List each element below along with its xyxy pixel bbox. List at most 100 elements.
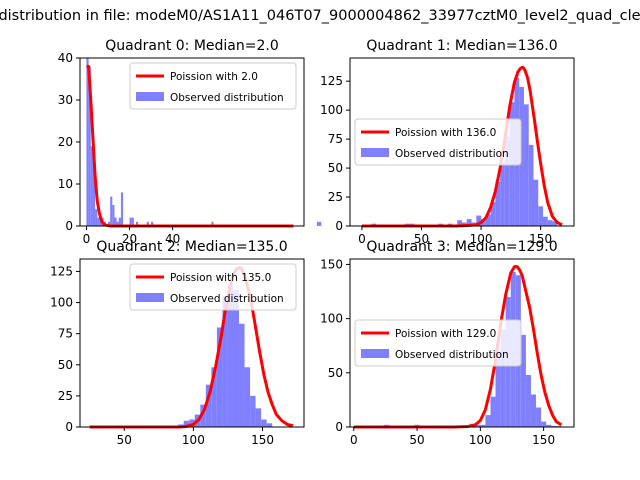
histogram-bar [244,367,251,427]
histogram-bar [543,216,548,226]
histogram-bar [266,423,273,427]
x-tick-label: 0 [350,433,358,447]
histogram-bar [480,424,486,427]
histogram-bar [120,192,124,226]
x-tick-label: 100 [182,433,205,447]
legend-box [129,263,297,311]
y-tick-label: 100 [50,296,73,310]
x-tick-label: 100 [470,232,493,246]
x-tick-label: 40 [165,232,180,246]
histogram-bar [495,351,501,427]
histogram-bar [183,420,190,427]
legend-fit-label: Poission with 136.0 [395,127,496,139]
panel-title: Quadrant 1: Median=136.0 [366,38,557,54]
histogram-bar [227,283,234,427]
histogram-bar [146,221,149,226]
x-tick-label: 150 [532,433,555,447]
histogram-bar [520,334,526,427]
legend-hist-swatch [136,92,164,101]
panel-quadrant-1: Quadrant 1: Median=136.0 0 50 100 150 0 25 50 7… [320,38,575,246]
legend: Poission with 129.0 Observed distribution [354,319,522,367]
histogram-bar [233,290,240,427]
legend-fit-label: Poission with 129.0 [395,328,496,340]
legend-hist-label: Observed distribution [395,148,509,160]
y-tick-label: 50 [328,161,343,175]
histogram-bar [536,407,542,427]
y-tick-label: 75 [58,327,73,341]
histogram-bar [222,296,228,427]
histogram-bar [88,66,91,227]
y-tick-label: 100 [320,312,343,326]
histogram-bar [316,221,320,226]
legend: Poission with 135.0 Observed distribution [129,263,297,311]
x-tick-label: 50 [414,232,429,246]
histogram-bar [525,374,531,427]
histogram-bar [541,421,547,427]
histogram-bar [200,404,206,427]
axes-frame [349,258,575,428]
y-tick-label: 25 [58,389,73,403]
legend: Poission with 2.0 Observed distribution [129,62,297,110]
histogram-bar [261,419,267,427]
x-tick-label: 100 [469,433,492,447]
histogram-bar [490,396,496,427]
histogram-bar [151,221,154,226]
legend-fit-label: Poission with 135.0 [170,272,271,284]
histogram-bar [108,221,111,226]
histogram-bar [118,217,121,226]
y-tick-label: 30 [58,93,73,107]
histogram-bar [476,215,482,226]
histogram-bar [250,395,256,427]
legend-box [354,319,522,367]
x-tick-label: 0 [358,232,366,246]
y-tick-label: 100 [320,103,343,117]
poisson-fit-line [361,65,563,228]
histogram-bar [495,181,501,226]
histogram-bar [95,209,98,226]
histogram-bar [114,217,117,226]
legend-hist-swatch [361,148,389,157]
legend-hist-label: Observed distribution [170,293,284,305]
y-tick-label: 40 [58,51,73,65]
histogram-bar [319,221,322,226]
y-tick-label: 125 [50,264,73,278]
histogram-bar [530,394,537,427]
histogram-bar [551,425,557,427]
histogram-bar [500,329,506,427]
histogram-bar [90,146,93,226]
histogram-bar [129,217,132,226]
x-tick-label: 50 [117,433,132,447]
x-tick-label: 20 [122,232,137,246]
histogram-bar [523,104,529,226]
x-tick-label: 150 [251,433,274,447]
x-tick-label: 0 [83,232,91,246]
legend-hist-swatch [136,293,164,302]
histogram-bar [547,220,553,226]
histogram-bar [528,144,534,226]
axes-frame [349,57,575,227]
axes-frame [79,258,305,428]
histogram-bar [546,424,552,427]
panel-title: Quadrant 3: Median=129.0 [366,239,557,255]
panel-title: Quadrant 2: Median=135.0 [96,239,287,255]
y-tick-label: 25 [328,190,343,204]
y-tick-label: 75 [328,132,343,146]
legend-box [129,62,297,110]
histogram-bar [466,219,472,226]
histogram-bar [205,384,212,427]
legend-box [354,118,522,166]
histogram-bar [485,214,491,226]
histogram-bar [504,136,510,226]
y-tick-label: 0 [65,219,73,233]
histogram-bar [131,217,134,226]
histogram-bar [211,367,217,427]
y-tick-label: 125 [320,74,343,88]
y-tick-label: 150 [320,257,343,271]
y-tick-label: 50 [328,366,343,380]
y-tick-label: 0 [335,219,343,233]
histogram-bar [475,424,481,427]
histogram-bar [136,221,139,226]
histogram-bar [112,205,115,226]
x-tick-label: 50 [409,433,424,447]
